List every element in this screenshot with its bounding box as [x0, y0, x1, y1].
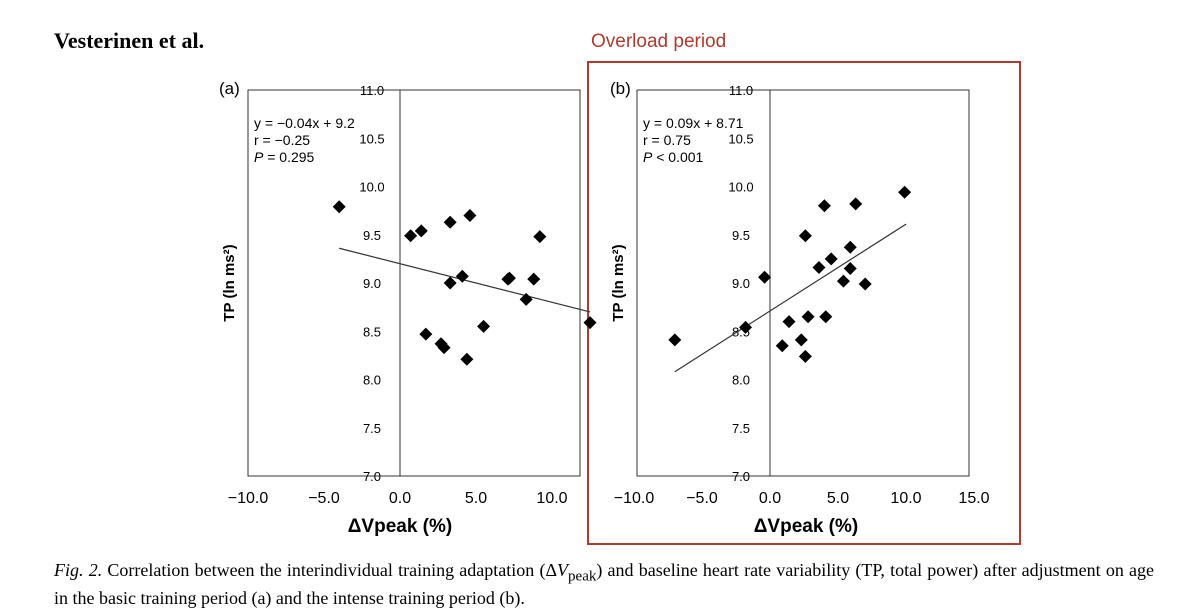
caption-figure-label: Fig. 2. [54, 560, 103, 580]
panel-b-y-tick-label: 10.5 [728, 131, 753, 146]
panel-b-points [668, 185, 912, 363]
panel-a-p-value: P = 0.295 [254, 149, 315, 165]
panel-b-data-point [798, 349, 812, 363]
panel-a-x-tick-label: −5.0 [308, 490, 340, 507]
panel-a-data-point [460, 352, 474, 366]
panel-b-y-tick-label: 9.5 [732, 228, 750, 243]
panel-a-x-tick-label: 5.0 [465, 490, 487, 507]
panel-b-data-point [798, 229, 812, 243]
panel-a-x-ticks: −10.0 −5.0 0.0 5.0 10.0 [228, 490, 568, 507]
overload-period-label: Overload period [591, 31, 727, 52]
panel-b-x-tick-label: 15.0 [958, 490, 989, 507]
panel-a-data-point [443, 215, 457, 229]
panel-b-frame [636, 89, 970, 477]
panel-b-data-point [758, 270, 772, 284]
panel-a-equation: y = −0.04x + 9.2 [254, 115, 355, 131]
panel-b-p-value: P < 0.001 [643, 149, 704, 165]
panel-b-equation: y = 0.09x + 8.71 [643, 115, 744, 131]
panel-a-data-point [455, 269, 469, 283]
panel-b-label: (b) [610, 79, 631, 98]
panel-b-data-point [668, 333, 682, 347]
panel-a-data-point [527, 272, 541, 286]
panel-a-data-point [443, 276, 457, 290]
panel-b-y-tick-label: 8.0 [732, 373, 750, 388]
panel-b-data-point [819, 310, 833, 324]
panel-b-data-point [836, 274, 850, 288]
panel-a-data-point [583, 316, 597, 330]
author-heading: Vesterinen et al. [54, 28, 205, 53]
panel-a-y-tick-label: 8.0 [363, 373, 381, 388]
panel-b-y-label: TP (ln ms²) [610, 244, 627, 321]
panel-b-y-tick-label: 7.5 [732, 421, 750, 436]
panel-a-data-point [463, 208, 477, 222]
panel-b-data-point [843, 262, 857, 276]
panel-b-y-tick-label: 7.0 [732, 469, 750, 484]
panel-b-y-tick-label: 9.0 [732, 276, 750, 291]
panel-a-label: (a) [219, 79, 240, 98]
panel-b-data-point [775, 339, 789, 353]
panel-a-data-point [437, 341, 451, 355]
panel-b-data-point [782, 315, 796, 329]
panel-a-y-tick-label: 10.5 [359, 131, 384, 146]
panel-a-y-tick-label: 9.5 [363, 228, 381, 243]
panel-a-data-point [404, 229, 418, 243]
panel-a-frame [247, 89, 581, 477]
panel-a-points [332, 200, 597, 366]
panel-b: 7.07.58.08.59.09.510.010.511.0 −10.0 −5.0… [610, 79, 990, 537]
panel-a-data-point [414, 224, 428, 238]
caption-symbol: V [557, 560, 569, 580]
panel-b-data-point [812, 261, 826, 275]
panel-a-y-tick-label: 8.5 [363, 324, 381, 339]
panel-a: 7.0 7.5 8.0 8.5 9.0 9.5 10.0 10.5 11.0 −10.0 −5.0… [219, 79, 597, 537]
panel-b-x-tick-label: −10.0 [614, 490, 655, 507]
panel-a-x-tick-label: 10.0 [536, 490, 567, 507]
panel-b-y-ticks: 7.07.58.08.59.09.510.010.511.0 [728, 83, 753, 484]
panel-b-y-tick-label: 10.0 [728, 180, 753, 195]
panel-b-data-point [824, 252, 838, 266]
panel-a-data-point [519, 292, 533, 306]
panel-b-data-point [739, 320, 753, 334]
panel-b-data-point [898, 185, 912, 199]
panel-a-x-label: ΔVpeak (%) [348, 516, 452, 537]
panel-a-y-ticks: 7.0 7.5 8.0 8.5 9.0 9.5 10.0 10.5 11.0 [359, 83, 384, 484]
panel-b-y-tick-label: 11.0 [729, 83, 753, 98]
panel-b-x-tick-label: −5.0 [686, 490, 718, 507]
panel-a-y-label: TP (ln ms²) [221, 244, 238, 321]
panel-b-data-point [801, 310, 815, 324]
panel-a-data-point [332, 200, 346, 214]
panel-a-y-tick-label: 10.0 [359, 180, 384, 195]
panel-a-y-tick-label: 9.0 [363, 276, 381, 291]
panel-a-data-point [533, 230, 547, 244]
panel-a-x-tick-label: −10.0 [228, 490, 269, 507]
figure-svg: 7.0 7.5 8.0 8.5 9.0 9.5 10.0 10.5 11.0 −10.0 −5.0… [219, 79, 990, 537]
figure-caption: Fig. 2. Correlation between the interind… [54, 560, 1154, 609]
panel-a-y-tick-label: 7.5 [363, 421, 381, 436]
panel-a-x-tick-label: 0.0 [389, 490, 411, 507]
panel-a-data-point [419, 327, 433, 341]
panel-a-data-point [477, 319, 491, 333]
panel-a-r-value: r = −0.25 [254, 132, 310, 148]
panel-a-y-tick-label: 7.0 [363, 469, 381, 484]
panel-b-x-tick-label: 5.0 [827, 490, 849, 507]
panel-b-r-value: r = 0.75 [643, 132, 691, 148]
panel-b-x-tick-label: 10.0 [890, 490, 921, 507]
panel-b-x-tick-label: 0.0 [759, 490, 781, 507]
panel-b-x-label: ΔVpeak (%) [754, 516, 858, 537]
panel-b-data-point [849, 197, 863, 211]
overload-highlight-box [587, 61, 1021, 545]
panel-b-data-point [843, 240, 857, 254]
panel-b-data-point [794, 333, 808, 347]
panel-b-data-point [817, 199, 831, 213]
panel-b-data-point [858, 277, 872, 291]
panel-a-data-point [502, 271, 516, 285]
caption-subscript: peak [568, 568, 597, 585]
panel-b-trend-line [674, 223, 907, 373]
panel-b-x-ticks: −10.0 −5.0 0.0 5.0 10.0 15.0 [614, 490, 990, 507]
caption-text-part1: Correlation between the interindividual … [107, 560, 558, 580]
panel-a-y-tick-label: 11.0 [360, 83, 384, 98]
